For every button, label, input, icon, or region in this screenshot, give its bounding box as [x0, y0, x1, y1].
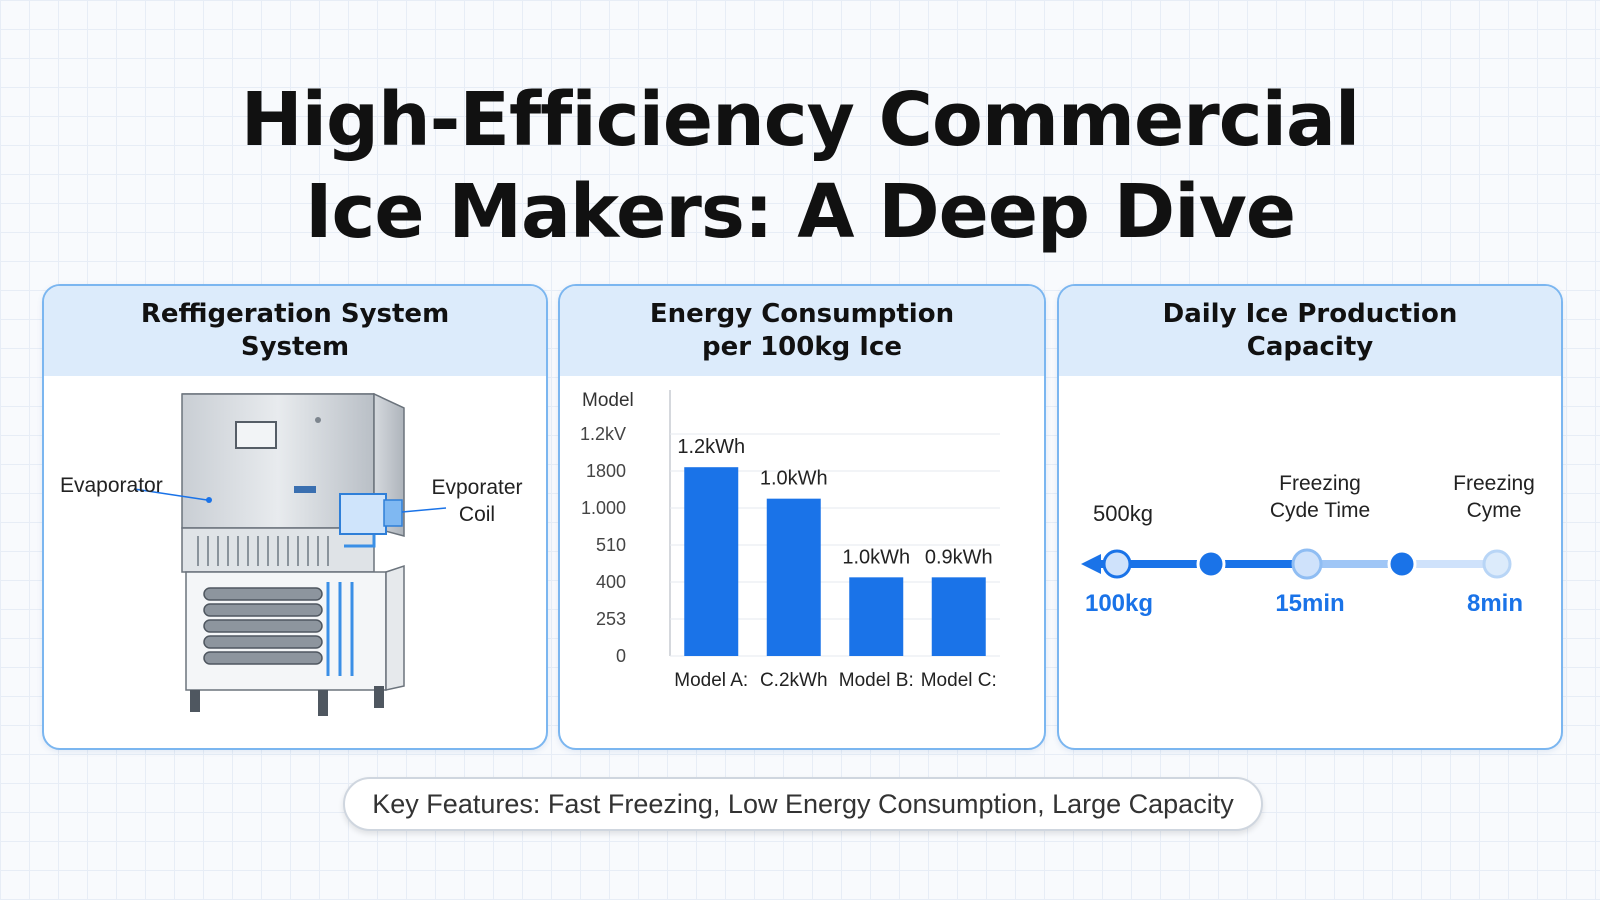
timeline-node-2 [1196, 549, 1226, 579]
energy-bar-chart: Model 1.2kV 1800 1.000 510 400 253 0 1.2kWh Mode… [580, 390, 1000, 691]
page-title: High-Efficiency Commercial Ice Makers: A… [0, 74, 1600, 258]
freezing-cycle-label-line-1: Freezing [1279, 472, 1361, 495]
energy-heading-line-1: Energy Consumption [649, 299, 955, 329]
energy-card-body: Model 1.2kV 1800 1.000 510 400 253 0 1.2kWh Mode… [560, 376, 1044, 748]
capacity-card: Daily Ice Production Capacity 500kg Free… [1057, 284, 1563, 750]
capacity-heading-line-2: Capacity [1246, 332, 1374, 362]
title-line-1: High-Efficiency Commercial [240, 77, 1361, 163]
chart-data-label: 1.0kWh [760, 468, 828, 490]
freezing-cycle-label-2: Freezing Cyme [1439, 470, 1549, 524]
chart-data-label: 0.9kWh [925, 546, 993, 568]
energy-card-header: Energy Consumption per 100kg Ice [560, 286, 1044, 376]
chart-data-label: 1.0kWh [842, 546, 910, 568]
chart-x-tick-label: Model A: [674, 670, 748, 691]
timeline-node-3 [1291, 548, 1323, 580]
chart-y-tick-label: 1.2kV [580, 424, 626, 444]
chart-data-label: 1.2kWh [677, 436, 745, 458]
refrigeration-heading-line-1: Reffigeration System [140, 299, 450, 329]
key-features-banner: Key Features: Fast Freezing, Low Energy … [343, 777, 1263, 831]
chart-x-tick-label: C.2kWh [760, 670, 828, 691]
refrigeration-card-header: Reffigeration System System [44, 286, 546, 376]
capacity-timeline [1081, 548, 1512, 580]
timeline-node-4 [1387, 549, 1417, 579]
chart-y-tick-label: 400 [596, 572, 626, 592]
energy-card: Energy Consumption per 100kg Ice Model 1… [558, 284, 1046, 750]
chart-y-tick-label: 1.000 [581, 498, 626, 518]
refrigeration-heading-line-2: System [240, 332, 350, 362]
evaporator-coil-label: Evporater Coil [422, 474, 532, 528]
chart-x-tick-label: Model C: [921, 670, 997, 691]
timeline-arrow-left-icon [1081, 554, 1101, 574]
evaporator-coil-label-line-1: Evporater [431, 476, 523, 499]
evaporator-coil-label-line-2: Coil [458, 503, 496, 526]
freezing-cycle-label-2-line-2: Cyme [1466, 499, 1522, 522]
chart-bar [931, 577, 986, 656]
capacity-value-15min: 15min [1275, 590, 1345, 617]
freezing-cycle-label-line-2: Cyde Time [1269, 499, 1371, 522]
refrigeration-card-body: Evaporator Evporater Coil [44, 376, 546, 748]
capacity-heading-line-1: Daily Ice Production [1162, 299, 1458, 329]
capacity-card-body: 500kg Freezing Cyde Time Freezing Cyme 1… [1059, 376, 1561, 748]
refrigeration-card: Reffigeration System System [42, 284, 548, 750]
chart-bar [766, 498, 821, 656]
freezing-cycle-label-2-line-1: Freezing [1453, 472, 1535, 495]
chart-y-tick-label: 510 [596, 535, 626, 555]
chart-y-tick-label: 1800 [586, 461, 626, 481]
chart-bar [684, 467, 739, 656]
evaporator-label: Evaporator [60, 474, 163, 497]
capacity-card-header: Daily Ice Production Capacity [1059, 286, 1561, 376]
capacity-value-100kg: 100kg [1084, 590, 1154, 617]
freezing-cycle-label: Freezing Cyde Time [1255, 470, 1385, 524]
energy-heading-line-2: per 100kg Ice [701, 332, 903, 362]
chart-y-tick-label: 0 [616, 646, 626, 666]
timeline-node-1 [1102, 549, 1132, 579]
ice-maker-machine-icon [133, 392, 447, 716]
chart-y-tick-label: 253 [596, 609, 626, 629]
title-line-2: Ice Makers: A Deep Dive [304, 169, 1296, 255]
capacity-value-8min: 8min [1466, 590, 1523, 617]
chart-bar [849, 577, 904, 656]
chart-y-axis-label: Model [582, 390, 634, 411]
capacity-top-label: 500kg [1093, 501, 1153, 526]
chart-x-tick-label: Model B: [839, 670, 914, 691]
timeline-node-5 [1482, 549, 1512, 579]
key-features-text: Key Features: Fast Freezing, Low Energy … [372, 788, 1234, 819]
